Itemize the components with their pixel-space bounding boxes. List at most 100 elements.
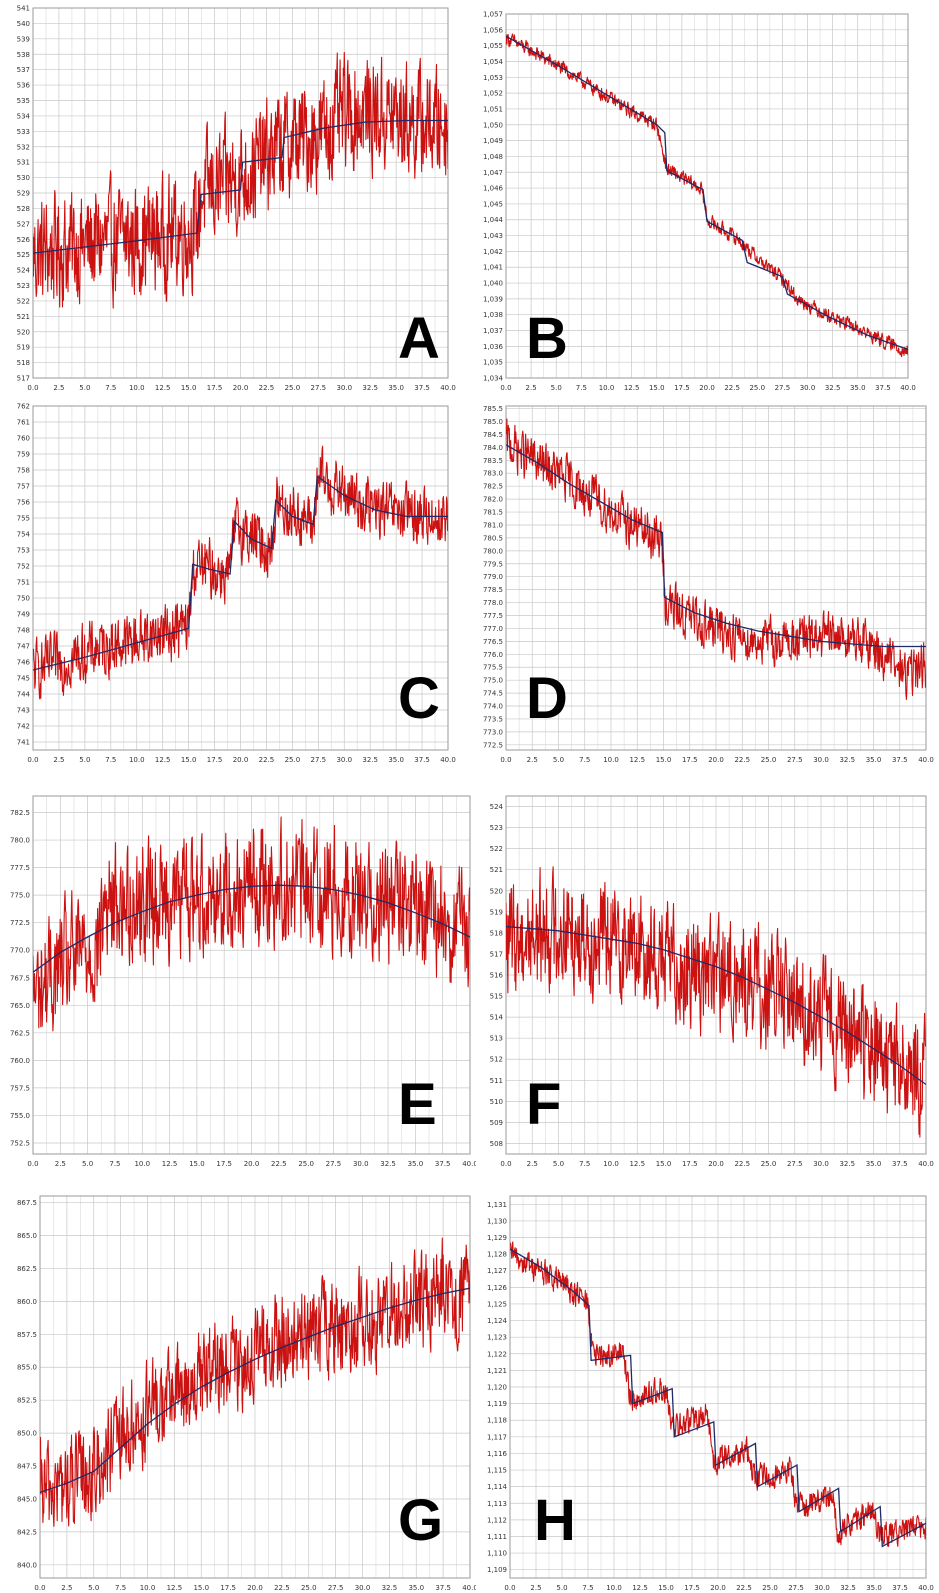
y-tick-label: 1,123 (487, 1334, 507, 1342)
plot-frame (39, 1195, 471, 1579)
x-tick-label: 27.5 (787, 756, 803, 764)
y-tick-label: 755 (17, 515, 30, 523)
x-tick-label: 15.0 (658, 1584, 674, 1592)
x-tick-label: 0.0 (500, 756, 511, 764)
x-tick-label: 25.0 (761, 1160, 777, 1168)
y-tick-label: 761 (17, 419, 30, 427)
y-tick-label: 517 (17, 375, 30, 383)
y-tick-label: 518 (17, 359, 30, 367)
fit-series-line (40, 1287, 470, 1494)
x-tick-label: 30.0 (800, 384, 816, 392)
panel-d: 0.0 2.5 5.0 7.5 10.0 12.5 15.0 17.5 20.0 22.5 25.0… (476, 398, 939, 788)
x-tick-label: 32.5 (382, 1584, 398, 1592)
x-tick-label: 37.5 (892, 756, 908, 764)
raw-series-line (33, 816, 470, 1032)
x-tick-label: 40.0 (462, 1160, 476, 1168)
y-tick-label: 774.5 (483, 690, 503, 698)
panel-label: C (398, 666, 440, 731)
y-tick-label: 533 (17, 128, 30, 136)
panel-label: G (398, 1488, 443, 1553)
y-tick-label: 840.0 (17, 1561, 37, 1569)
x-tick-label: 25.0 (761, 756, 777, 764)
x-tick-label: 25.0 (762, 1584, 778, 1592)
x-tick-label: 20.0 (233, 756, 249, 764)
x-tick-label: 12.5 (629, 1160, 645, 1168)
x-tick-label: 25.0 (301, 1584, 317, 1592)
x-tick-label: 15.0 (649, 384, 665, 392)
y-tick-label: 521 (490, 866, 503, 874)
x-tick-label: 32.5 (380, 1160, 396, 1168)
raw-series-line (33, 51, 448, 309)
x-tick-label: 30.0 (813, 756, 829, 764)
y-tick-label: 762 (17, 403, 30, 411)
x-tick-label: 32.5 (840, 1584, 856, 1592)
x-tick-label: 7.5 (115, 1584, 126, 1592)
y-tick-label: 513 (490, 1035, 503, 1043)
y-tick-label: 780.5 (483, 534, 503, 542)
y-tick-label: 1,122 (487, 1350, 507, 1358)
y-tick-label: 519 (490, 908, 503, 916)
x-tick-label: 30.0 (353, 1160, 369, 1168)
y-tick-label: 860.0 (17, 1298, 37, 1306)
panel-label: F (526, 1072, 561, 1137)
y-tick-label: 852.5 (17, 1397, 37, 1405)
x-tick-label: 20.0 (708, 756, 724, 764)
y-tick-label: 1,128 (487, 1251, 507, 1259)
x-tick-label: 20.0 (710, 1584, 726, 1592)
y-tick-label: 1,126 (487, 1284, 508, 1292)
panel-label: E (398, 1072, 437, 1137)
x-tick-label: 10.0 (599, 384, 615, 392)
x-tick-label: 15.0 (656, 1160, 672, 1168)
x-tick-label: 12.5 (167, 1584, 183, 1592)
x-tick-label: 27.5 (775, 384, 791, 392)
x-tick-label: 2.5 (53, 384, 64, 392)
panel-f: 0.0 2.5 5.0 7.5 10.0 12.5 15.0 17.5 20.0 22.5 25.0… (476, 788, 939, 1188)
x-tick-label: 30.0 (336, 756, 352, 764)
y-tick-label: 520 (490, 887, 503, 895)
y-tick-label: 757 (17, 483, 30, 491)
x-tick-label: 0.0 (34, 1584, 45, 1592)
y-tick-label: 778.0 (483, 599, 503, 607)
y-tick-label: 781.0 (483, 521, 503, 529)
y-tick-label: 748 (17, 627, 30, 635)
y-tick-label: 517 (490, 950, 503, 958)
x-tick-label: 17.5 (674, 384, 690, 392)
y-tick-label: 772.5 (483, 741, 503, 749)
x-tick-label: 27.5 (311, 756, 327, 764)
x-tick-label: 30.0 (813, 1160, 829, 1168)
x-tick-label: 10.0 (140, 1584, 156, 1592)
x-tick-label: 17.5 (684, 1584, 700, 1592)
y-tick-label: 1,129 (487, 1234, 507, 1242)
y-tick-label: 512 (490, 1056, 503, 1064)
y-tick-label: 519 (17, 344, 30, 352)
chart-e: 0.0 2.5 5.0 7.5 10.0 12.5 15.0 17.5 20.0 22.5 25.0… (10, 795, 476, 1168)
y-tick-label: 540 (17, 20, 30, 28)
x-tick-label: 12.5 (155, 756, 171, 764)
y-tick-label: 541 (17, 5, 30, 13)
y-tick-label: 755.0 (10, 1112, 30, 1120)
x-tick-label: 40.0 (918, 1584, 934, 1592)
y-tick-label: 521 (17, 313, 30, 321)
y-tick-label: 776.5 (483, 638, 503, 646)
x-tick-label: 7.5 (579, 1160, 590, 1168)
x-tick-label: 40.0 (918, 756, 934, 764)
x-tick-label: 10.0 (606, 1584, 622, 1592)
y-tick-label: 1,037 (483, 327, 503, 335)
y-tick-label: 756 (17, 499, 31, 507)
y-tick-label: 1,115 (487, 1467, 507, 1475)
y-tick-label: 1,046 (483, 185, 504, 193)
x-tick-label: 35.0 (866, 756, 882, 764)
y-tick-label: 538 (17, 51, 30, 59)
x-tick-label: 20.0 (247, 1584, 263, 1592)
x-tick-label: 15.0 (193, 1584, 209, 1592)
y-tick-label: 1,041 (483, 264, 503, 272)
x-tick-label: 0.0 (504, 1584, 515, 1592)
y-tick-label: 779.5 (483, 560, 503, 568)
y-tick-label: 511 (490, 1077, 503, 1085)
y-tick-label: 778.5 (483, 586, 503, 594)
plot-frame (505, 795, 927, 1155)
x-tick-label: 2.5 (527, 756, 538, 764)
y-tick-label: 1,044 (483, 216, 504, 224)
x-tick-label: 37.5 (435, 1584, 451, 1592)
x-tick-label: 5.0 (82, 1160, 93, 1168)
